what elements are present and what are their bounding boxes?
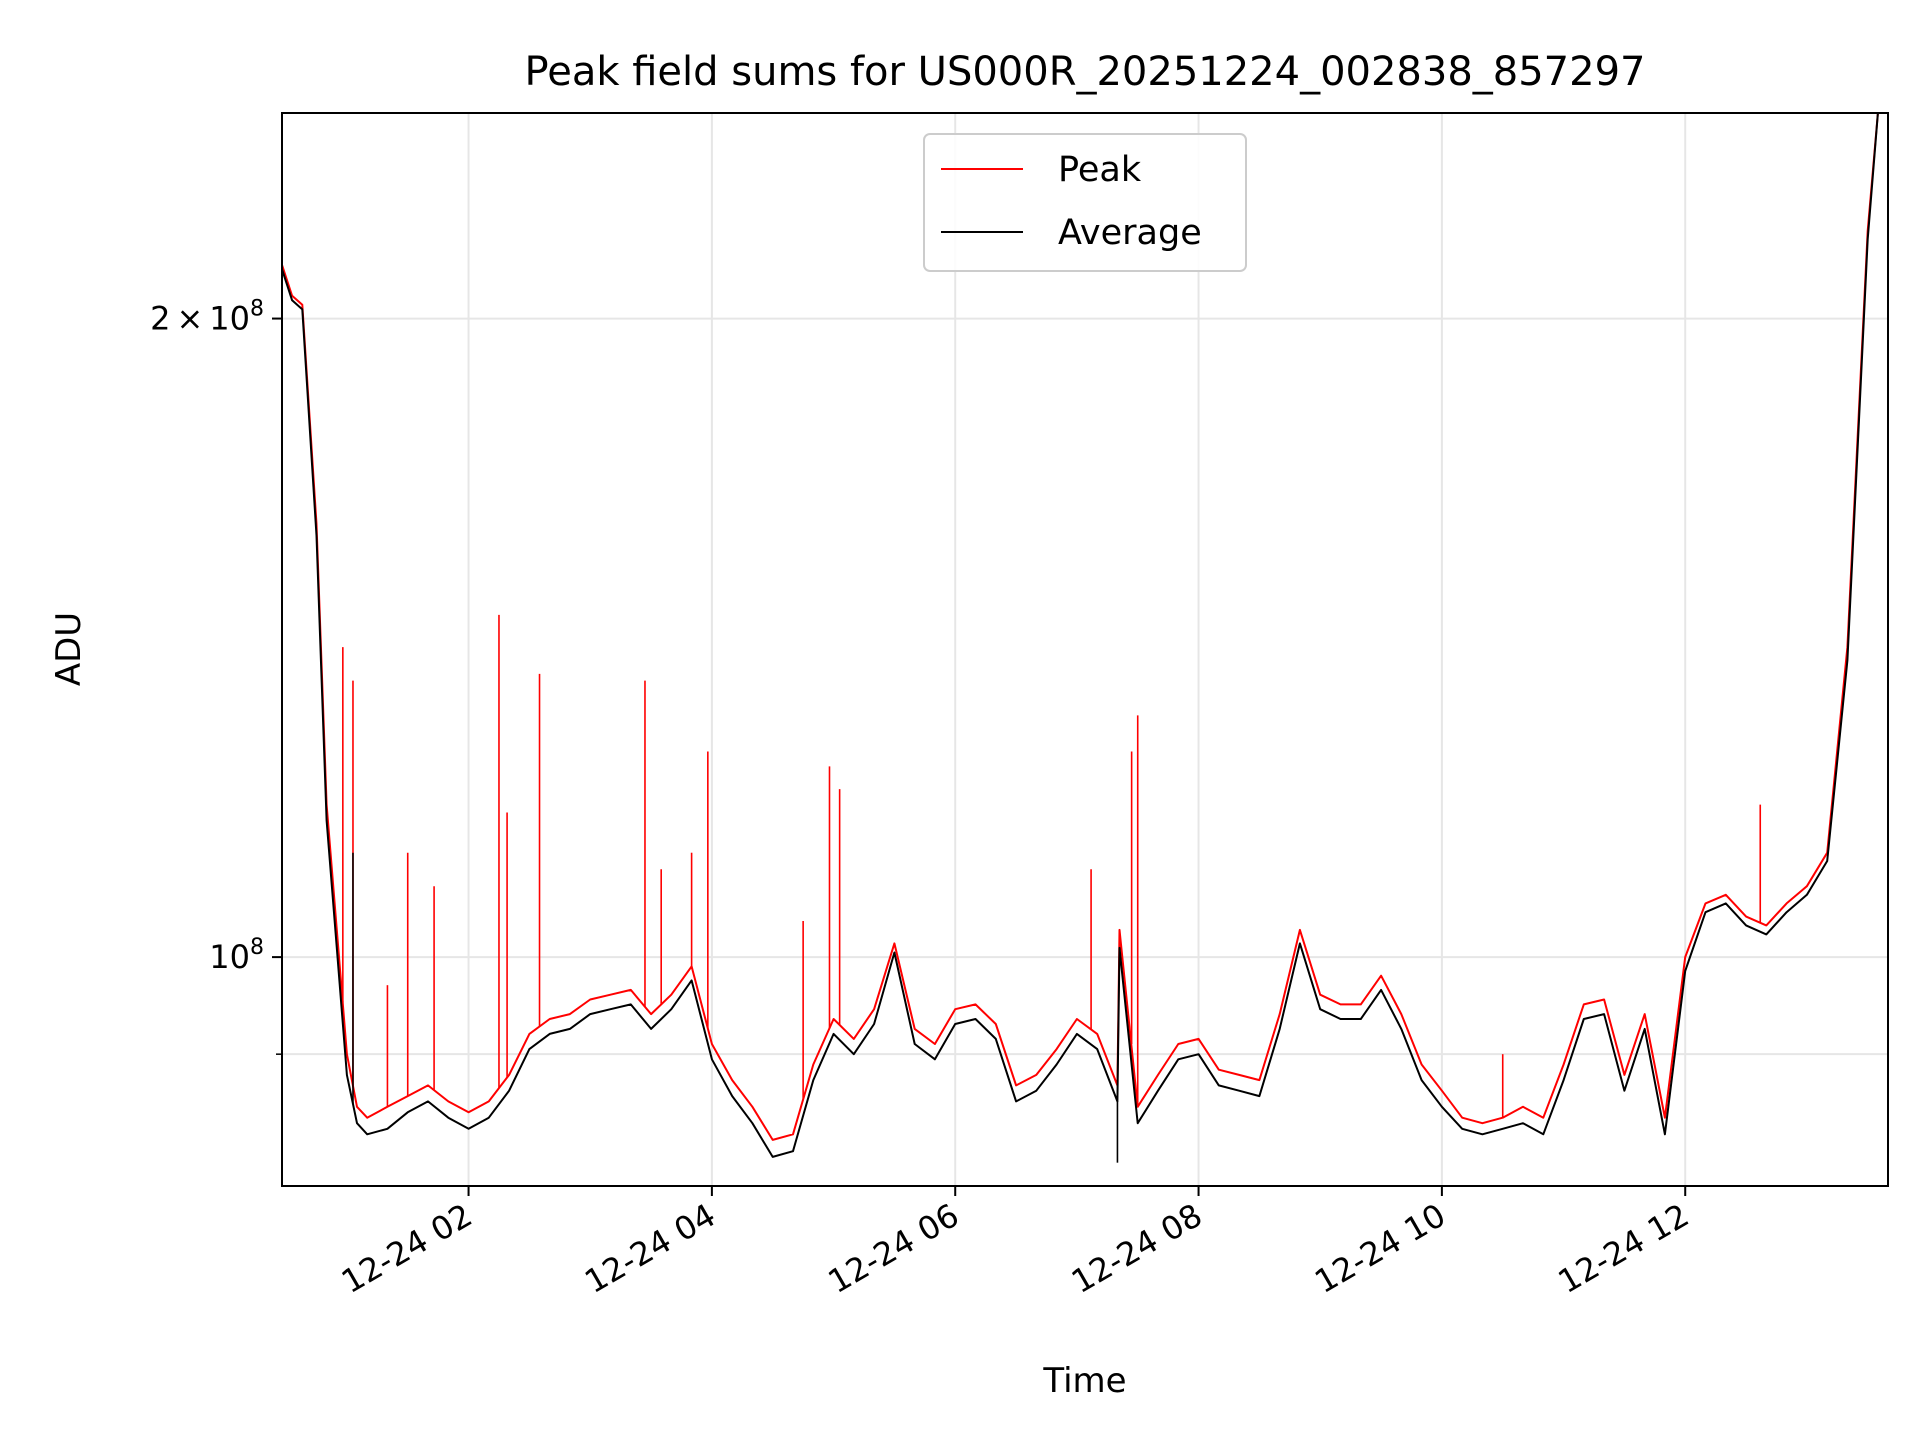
y-axis-label: ADU: [49, 612, 89, 686]
chart-title: Peak field sums for US000R_20251224_0028…: [525, 49, 1646, 95]
plot-frame: [281, 112, 1889, 1187]
y-tick-label: 2 × 108: [150, 297, 264, 338]
legend-label-average: Average: [1058, 213, 1202, 253]
series-layer: [282, 113, 1888, 1163]
x-axis-label: Time: [1042, 1361, 1126, 1401]
grid: [282, 113, 1888, 1186]
legend-label-peak: Peak: [1058, 150, 1142, 190]
legend: Peak Average: [923, 133, 1247, 272]
y-tick-label: 108: [209, 935, 264, 976]
series-line-peak: [282, 113, 1888, 1141]
series-line-average: [282, 113, 1888, 1158]
